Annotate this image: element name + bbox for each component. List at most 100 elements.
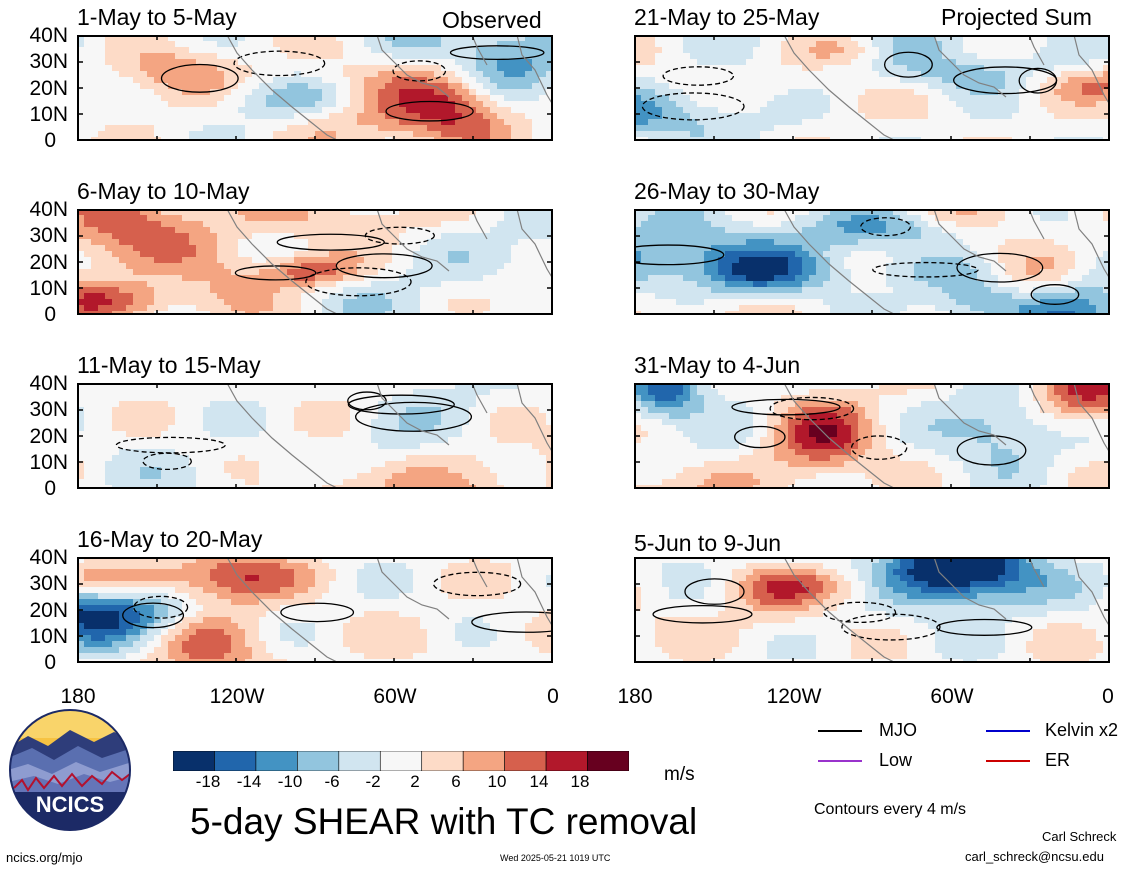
legend-label-er: ER <box>1045 750 1071 770</box>
lon-tick-label: 180 <box>617 685 653 708</box>
lat-tick-label: 0 <box>44 477 56 500</box>
panel-title: 26-May to 30-May <box>634 178 820 204</box>
contour-line <box>385 100 474 122</box>
panel-title: 31-May to 4-Jun <box>634 352 801 378</box>
lat-tick-label: 30N <box>29 572 68 595</box>
colorbar-tick-label: 10 <box>487 772 507 791</box>
colorbar-swatch <box>173 751 215 771</box>
colorbar-swatch <box>379 751 423 771</box>
coastline <box>226 209 553 315</box>
contour-line <box>823 601 897 624</box>
contour-line <box>841 613 941 641</box>
lat-tick-label: 30N <box>29 224 68 247</box>
contour-line <box>432 571 522 597</box>
footer-url: ncics.org/mjo <box>6 850 83 865</box>
contour-line <box>684 578 745 605</box>
lat-tick-label: 30N <box>29 398 68 421</box>
coastline <box>226 383 553 489</box>
lon-tick-label: 0 <box>1102 685 1114 708</box>
contour-line <box>634 244 725 266</box>
contour-line <box>335 253 433 279</box>
coastline <box>783 209 1110 315</box>
colorbar-tick-label: -18 <box>195 772 221 791</box>
colorbar-swatch <box>214 751 257 771</box>
lat-tick-label: 20N <box>29 77 68 100</box>
contour-line <box>280 602 355 623</box>
contour-line <box>354 401 473 432</box>
lat-tick-label: 20N <box>29 251 68 274</box>
contour-line <box>953 66 1058 95</box>
footer-author: Carl Schreck <box>1042 829 1117 844</box>
shear-map-panel <box>634 557 1110 663</box>
contour-line <box>347 391 387 411</box>
contour-line <box>234 265 317 281</box>
colorbar-tick-label: -10 <box>277 772 303 791</box>
contour-line <box>850 435 908 460</box>
lon-tick-label: 60W <box>373 685 417 708</box>
colorbar-swatch <box>504 751 547 771</box>
panel-title: 21-May to 25-May <box>634 4 820 30</box>
coastline <box>783 383 1110 489</box>
lat-tick-label: 10N <box>29 277 68 300</box>
contour-line <box>276 233 385 251</box>
lat-tick-label: 20N <box>29 599 68 622</box>
lon-tick-label: 0 <box>547 685 559 708</box>
lat-tick-label: 0 <box>44 303 56 326</box>
colorbar-tick-label: -2 <box>365 772 381 791</box>
contour-line <box>956 435 1027 466</box>
contour-line <box>1030 284 1080 305</box>
footer-timestamp: Wed 2025-05-21 1019 UTC <box>500 853 611 863</box>
contour-line <box>956 252 1044 283</box>
legend-label-low: Low <box>879 750 913 770</box>
colorbar-swatch <box>587 751 629 771</box>
lat-tick-label: 10N <box>29 451 68 474</box>
panel-title: 6-May to 10-May <box>77 178 250 204</box>
shear-map-panel <box>634 383 1110 489</box>
contour-line <box>305 267 412 297</box>
colorbar-tick-label: -14 <box>236 772 262 791</box>
panel-title: 1-May to 5-May <box>77 4 237 30</box>
main-title: 5-day SHEAR with TC removal <box>190 801 698 842</box>
contour-line <box>769 396 855 421</box>
contour-line <box>471 611 553 633</box>
colorbar-swatch <box>462 751 505 771</box>
panel-title: 16-May to 20-May <box>77 526 263 552</box>
lat-tick-label: 40N <box>29 24 68 47</box>
logo-wordmark: NCICS <box>36 792 104 817</box>
contour-line <box>160 63 239 93</box>
projected-sum-label: Projected Sum <box>941 4 1092 30</box>
contour-line <box>133 595 189 619</box>
shear-map-panel <box>77 383 553 489</box>
shear-map-panel <box>77 557 553 663</box>
contour-line <box>449 45 545 61</box>
shear-map-panel <box>77 209 553 315</box>
colorbar-swatch <box>421 751 464 771</box>
contour-line <box>936 618 1033 636</box>
legend-swatch-er <box>986 760 1030 762</box>
shear-map-panel <box>634 209 1110 315</box>
lon-tick-label: 120W <box>766 685 822 708</box>
footer-email: carl_schreck@ncsu.edu <box>965 849 1104 864</box>
lon-tick-label: 180 <box>60 685 96 708</box>
lat-tick-label: 40N <box>29 372 68 395</box>
contour-line <box>347 394 455 415</box>
contour-line <box>122 602 185 629</box>
colorbar-swatch <box>297 751 340 771</box>
coastline <box>226 557 553 663</box>
legend-label-kelvin: Kelvin x2 <box>1045 720 1119 740</box>
contour-line <box>652 604 753 624</box>
colorbar-tick-label: 14 <box>529 772 549 791</box>
shear-map-panel <box>634 35 1110 141</box>
legend-swatch-kelvin <box>986 730 1030 732</box>
legend-label-mjo: MJO <box>879 720 917 740</box>
contour-line <box>641 92 745 121</box>
contour-line <box>233 50 326 77</box>
colorbar-swatch <box>338 751 381 771</box>
contour-note: Contours every 4 m/s <box>814 801 967 818</box>
contour-line <box>731 398 841 416</box>
lat-tick-label: 10N <box>29 103 68 126</box>
colorbar-tick-label: -6 <box>324 772 340 791</box>
lon-tick-label: 120W <box>209 685 265 708</box>
legend-swatch-mjo <box>818 730 862 732</box>
colorbar-tick-label: 18 <box>570 772 590 791</box>
